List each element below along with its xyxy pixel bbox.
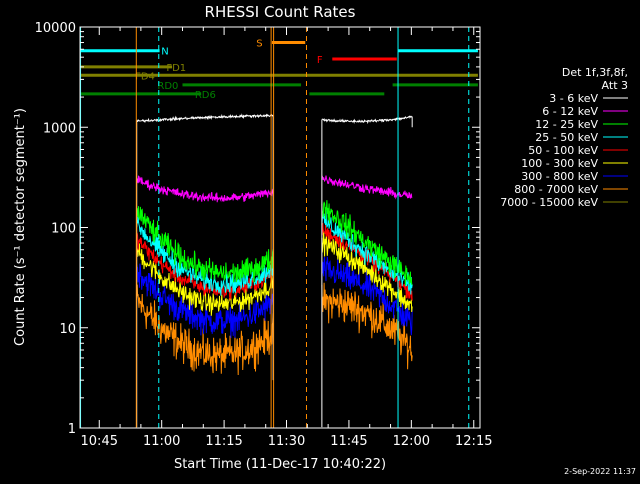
series-line	[321, 209, 413, 295]
flag-rd0: RD0	[157, 81, 478, 92]
x-tick-label: 10:45	[81, 434, 118, 449]
chart-title: RHESSI Count Rates	[205, 3, 356, 21]
flag-f: F	[317, 55, 397, 66]
series-line	[321, 282, 413, 370]
y-tick-label: 10000	[35, 21, 76, 36]
x-tick-label: 11:00	[143, 434, 180, 449]
legend-entry: 3 - 6 keV	[549, 92, 598, 105]
y-tick-label: 1000	[43, 121, 76, 136]
series-line	[321, 256, 413, 336]
series-line	[321, 175, 413, 200]
series-line	[136, 284, 274, 376]
legend-entry: 50 - 100 keV	[528, 144, 598, 157]
flag-fd4: FD4	[80, 71, 478, 82]
legend-entry: 12 - 25 keV	[535, 118, 598, 131]
flag-s: S	[256, 39, 306, 50]
flag-label: FD4	[135, 71, 155, 82]
footer-timestamp: 2-Sep-2022 11:37	[564, 467, 636, 476]
vertical-markers	[80, 27, 470, 428]
x-tick-label: 11:45	[330, 434, 367, 449]
series-line	[136, 113, 274, 123]
flag-label: RD0	[157, 81, 178, 92]
flag-label: RD6	[195, 90, 216, 101]
legend-entry: 25 - 50 keV	[535, 131, 598, 144]
series-line	[136, 206, 274, 283]
y-tick-label: 100	[51, 222, 76, 237]
series-6-12kev	[136, 175, 413, 203]
series-line	[321, 231, 413, 313]
y-tick-label: 1	[68, 422, 76, 437]
legend-entry: 6 - 12 keV	[542, 105, 598, 118]
legend-header: Att 3	[602, 79, 628, 92]
flag-fd1: FD1	[80, 63, 186, 74]
x-axis-label: Start Time (11-Dec-17 10:40:22)	[174, 457, 386, 472]
y-tick-label: 10	[59, 322, 76, 337]
x-tick-label: 12:00	[393, 434, 430, 449]
series-line	[136, 263, 274, 339]
series-800-7000kev	[136, 282, 413, 376]
series-line	[321, 115, 413, 125]
legend-entry: 800 - 7000 keV	[514, 183, 598, 196]
series-line	[136, 212, 274, 296]
series-line	[136, 175, 274, 203]
flag-label: F	[317, 55, 323, 66]
legend-entry: 300 - 800 keV	[521, 170, 598, 183]
x-tick-label: 11:30	[268, 434, 305, 449]
legend-entry: 7000 - 15000 keV	[500, 196, 598, 209]
flag-label: S	[256, 39, 262, 50]
flag-n: N	[80, 47, 478, 58]
series-25-50kev	[136, 209, 413, 296]
series-300-800kev	[136, 256, 413, 339]
x-tick-label: 11:15	[205, 434, 242, 449]
axes: 1 10 100 1000 10000 10:45 11:00 11:15 11:30 11:45…	[35, 21, 493, 449]
y-axis-label: Count Rate (s⁻¹ detector segment⁻¹)	[13, 108, 28, 346]
flag-rd6: RD6	[80, 90, 385, 101]
series-line	[321, 200, 413, 286]
series-12-25kev	[136, 200, 413, 286]
flag-label: FD1	[166, 63, 186, 74]
legend-header: Det 1f,3f,8f,	[562, 66, 628, 79]
x-tick-label: 12:15	[455, 434, 492, 449]
flag-label: N	[161, 47, 168, 58]
legend-entry: 100 - 300 keV	[521, 157, 598, 170]
